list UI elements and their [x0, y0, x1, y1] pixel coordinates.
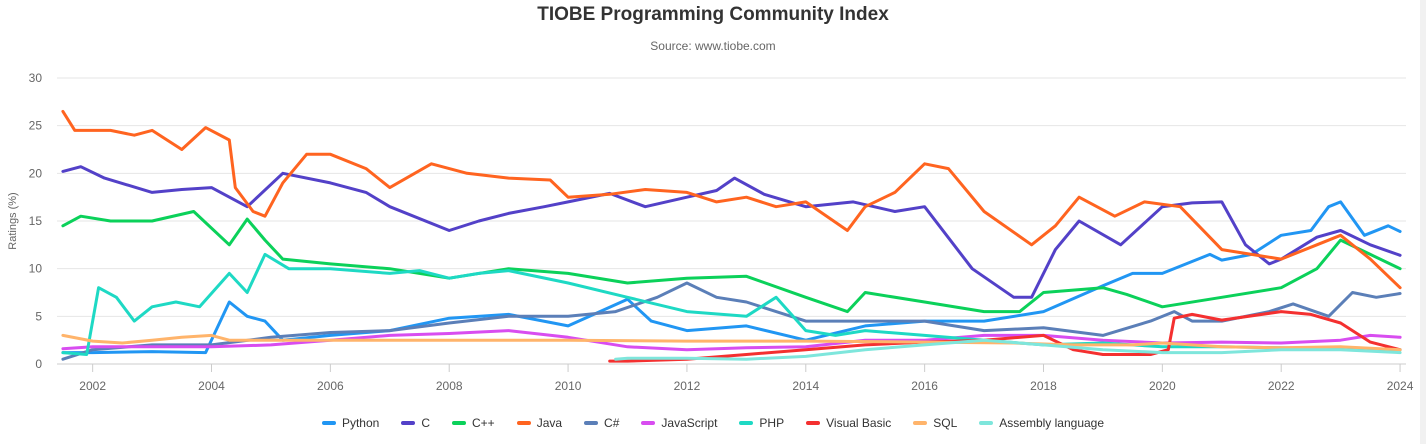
series-line-c-[interactable] — [61, 281, 1402, 361]
x-tick-label: 2020 — [1149, 379, 1176, 393]
legend-label: JavaScript — [661, 416, 718, 430]
x-tick-label: 2008 — [436, 379, 463, 393]
chart-legend: Python C C++ Java C# JavaScript PHP Visual Basi… — [0, 416, 1426, 430]
legend-item-visual-basic[interactable]: Visual Basic — [806, 416, 891, 430]
legend-swatch — [516, 421, 531, 425]
x-tick-label: 2010 — [555, 379, 582, 393]
series-line-java[interactable] — [61, 109, 1402, 290]
legend-label: PHP — [759, 416, 785, 430]
y-tick-label: 5 — [35, 309, 42, 323]
y-tick-label: 25 — [29, 119, 43, 133]
legend-swatch — [584, 421, 599, 425]
y-axis-label: Ratings (%) — [7, 192, 19, 249]
x-tick-label: 2012 — [674, 379, 701, 393]
chart-title: TIOBE Programming Community Index — [537, 4, 889, 25]
y-tick-label: 15 — [29, 214, 43, 228]
legend-item-c-[interactable]: C++ — [452, 416, 495, 430]
legend-label: SQL — [933, 416, 958, 430]
x-tick-label: 2006 — [317, 379, 344, 393]
legend-item-java[interactable]: Java — [516, 416, 563, 430]
legend-item-javascript[interactable]: JavaScript — [641, 416, 717, 430]
x-tick-label: 2024 — [1387, 379, 1414, 393]
legend-label: C++ — [472, 416, 495, 430]
legend-swatch — [452, 421, 466, 425]
legend-swatch — [979, 421, 994, 425]
page-scrollbar[interactable] — [1420, 0, 1426, 444]
y-tick-label: 0 — [35, 357, 42, 371]
legend-label: Python — [341, 416, 380, 430]
series-line-assembly-language[interactable] — [614, 338, 1402, 361]
series-line-javascript[interactable] — [61, 329, 1402, 352]
legend-item-assembly-language[interactable]: Assembly language — [979, 416, 1104, 430]
x-tick-label: 2004 — [198, 379, 225, 393]
x-tick-label: 2016 — [911, 379, 938, 393]
legend-swatch — [739, 421, 754, 425]
legend-item-php[interactable]: PHP — [739, 416, 784, 430]
series-line-c-[interactable] — [61, 210, 1402, 314]
series-line-sql[interactable] — [61, 333, 1402, 352]
y-tick-label: 30 — [29, 71, 43, 85]
legend-swatch — [806, 421, 821, 425]
legend-label: C# — [604, 416, 620, 430]
chart-subtitle: Source: www.tiobe.com — [650, 39, 776, 53]
legend-item-python[interactable]: Python — [321, 416, 380, 430]
x-tick-label: 2002 — [79, 379, 106, 393]
x-tick-label: 2014 — [792, 379, 819, 393]
y-tick-label: 20 — [29, 166, 43, 180]
x-axis-ticks: 2002 2004 2006 2008 2010 2012 2014 2016 2018 2020… — [79, 364, 1414, 393]
x-tick-label: 2018 — [1030, 379, 1057, 393]
series-lines — [61, 109, 1402, 363]
legend-label: C — [421, 416, 430, 430]
x-tick-label: 2022 — [1268, 379, 1295, 393]
series-line-visual-basic[interactable] — [608, 310, 1402, 363]
legend-swatch — [641, 421, 656, 425]
legend-label: Assembly language — [999, 416, 1105, 430]
y-tick-label: 10 — [29, 262, 43, 276]
legend-label: Java — [536, 416, 563, 430]
series-line-c[interactable] — [61, 165, 1402, 299]
legend-item-c[interactable]: C — [401, 416, 430, 430]
y-axis-ticks: 0 5 10 15 20 25 30 — [29, 71, 43, 371]
legend-swatch — [913, 421, 928, 425]
legend-item-c-[interactable]: C# — [584, 416, 619, 430]
legend-swatch — [321, 421, 336, 425]
legend-label: Visual Basic — [826, 416, 892, 430]
legend-swatch — [401, 421, 416, 425]
legend-item-sql[interactable]: SQL — [913, 416, 957, 430]
